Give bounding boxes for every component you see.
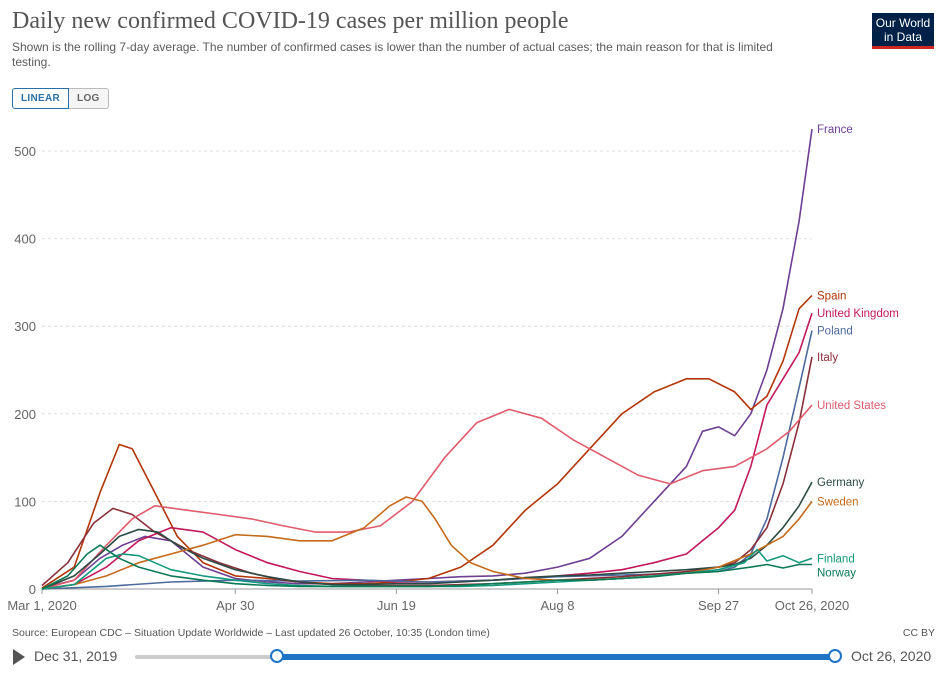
y-tick-label: 100 [14,494,36,509]
x-tick-label: Oct 26, 2020 [775,598,849,613]
source-note: Source: European CDC – Situation Update … [12,627,490,639]
y-tick-label: 200 [14,407,36,422]
series-label-spain: Spain [817,291,846,303]
series-label-italy: Italy [817,352,838,364]
play-icon[interactable] [13,649,25,665]
timeline-start-label: Dec 31, 2019 [34,648,118,664]
logo-line-2: in Data [883,30,923,44]
series-line-united-states [41,404,813,590]
x-tick-label: Apr 30 [216,598,254,613]
timeline-selected-range[interactable] [277,654,835,660]
series-line-italy [41,356,813,587]
x-tick-label: Jun 19 [377,598,416,613]
series-label-france: France [817,124,853,136]
series-label-finland: Finland [817,553,855,565]
y-tick-label: 0 [29,582,36,597]
series-line-poland [41,330,813,590]
y-tick-label: 300 [14,319,36,334]
x-tick-label: Sep 27 [698,598,739,613]
series-label-norway: Norway [817,567,856,579]
linear-scale-button[interactable]: LINEAR [12,88,70,109]
y-tick-label: 400 [14,232,36,247]
logo-line-1: Our World [875,16,931,30]
series-label-united-states: United States [817,400,886,412]
timeline-slider: Dec 31, 2019 Oct 26, 2020 [0,645,949,670]
chart-subtitle: Shown is the rolling 7-day average. The … [12,40,773,69]
timeline-end-handle[interactable] [828,649,842,663]
chart-title: Daily new confirmed COVID-19 cases per m… [12,8,569,34]
scale-toggle: LINEAR LOG [12,88,109,109]
series-label-poland: Poland [817,326,853,338]
series-line-norway [41,544,812,590]
series-line-united-kingdom [41,312,813,590]
series-line-germany [41,481,813,590]
our-world-in-data-logo[interactable]: Our World in Data [872,13,934,49]
series-line-france [41,128,813,589]
series-label-germany: Germany [817,477,865,489]
timeline-end-label: Oct 26, 2020 [851,648,932,664]
x-tick-label: Mar 1, 2020 [7,598,76,613]
series-line-spain [41,294,813,589]
y-tick-label: 500 [14,144,36,159]
timeline-start-handle[interactable] [270,649,284,663]
license-link[interactable]: CC BY [902,627,935,639]
series-line-sweden [41,496,813,590]
series-label-sweden: Sweden [817,496,859,508]
line-chart: 0 100 200 300 400 500 Mar 1, 2020 Apr 30 Jun 19 A… [7,124,899,613]
x-tick-label: Aug 8 [540,598,574,613]
log-scale-button[interactable]: LOG [69,88,109,109]
series-label-united-kingdom: United Kingdom [817,308,899,320]
